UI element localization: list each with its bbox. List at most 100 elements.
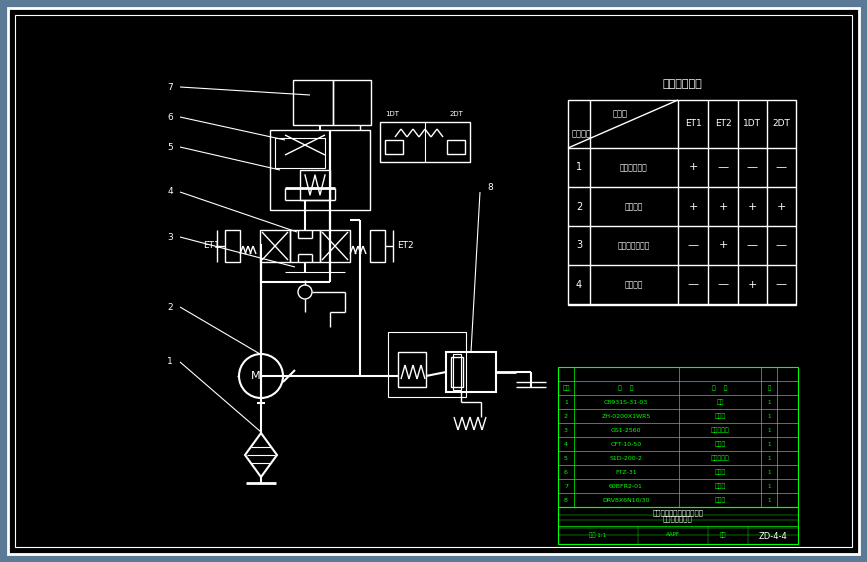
Text: 60BFR2-01: 60BFR2-01 (609, 483, 643, 488)
Bar (568, 100, 796, 305)
Text: 液压系统原理图: 液压系统原理图 (663, 515, 693, 522)
Text: —: — (746, 241, 758, 251)
Text: 3: 3 (576, 241, 582, 251)
Text: 单向达到高限位: 单向达到高限位 (618, 241, 650, 250)
Text: 动作顺序: 动作顺序 (572, 129, 592, 138)
Text: —: — (717, 162, 728, 173)
Text: ZH-0200X1WR5: ZH-0200X1WR5 (602, 414, 650, 419)
Bar (293, 80, 333, 125)
Text: +: + (719, 202, 727, 211)
Text: 油罐管: 油罐管 (714, 497, 726, 503)
Text: 1: 1 (767, 483, 771, 488)
Text: 5: 5 (167, 143, 173, 152)
Bar (385, 140, 403, 154)
Text: 1DT: 1DT (385, 111, 399, 117)
Text: 比例 1:1: 比例 1:1 (590, 532, 607, 537)
Text: 1: 1 (576, 162, 582, 173)
Bar (225, 230, 240, 262)
Text: 1: 1 (767, 400, 771, 405)
Text: 1: 1 (564, 400, 568, 405)
Bar (446, 352, 496, 392)
Text: 8: 8 (487, 183, 492, 192)
Bar (447, 140, 465, 154)
Text: 1: 1 (767, 497, 771, 502)
Text: C8931S-31-03: C8931S-31-03 (604, 400, 649, 405)
Text: —: — (688, 241, 699, 251)
Bar (451, 357, 463, 387)
Text: 1: 1 (167, 357, 173, 366)
Text: 作序号: 作序号 (612, 110, 628, 119)
Text: 2DT: 2DT (772, 120, 790, 129)
Text: GS1-2560: GS1-2560 (610, 428, 642, 433)
Text: 液压罸: 液压罸 (714, 413, 726, 419)
Text: 4: 4 (167, 188, 173, 197)
Text: —: — (775, 162, 786, 173)
Text: AAPF: AAPF (666, 532, 680, 537)
Text: 6: 6 (564, 469, 568, 474)
Text: 7: 7 (167, 83, 173, 92)
Bar (388, 332, 466, 397)
Text: 网履管: 网履管 (714, 469, 726, 475)
Text: 数: 数 (767, 385, 771, 391)
Text: 举升控制销决: 举升控制销决 (620, 163, 648, 172)
Bar (290, 230, 320, 262)
Text: —: — (717, 279, 728, 289)
Text: 2: 2 (576, 202, 582, 211)
Bar (380, 122, 470, 162)
Text: DRV8X6N10/30: DRV8X6N10/30 (603, 497, 649, 502)
Text: 1: 1 (767, 428, 771, 433)
Text: 2DT: 2DT (449, 111, 463, 117)
Text: 7: 7 (564, 483, 568, 488)
Text: 电磁阀动作表: 电磁阀动作表 (662, 79, 702, 89)
Text: ET2: ET2 (714, 120, 731, 129)
Text: 卸载升起: 卸载升起 (625, 202, 643, 211)
Text: 5: 5 (564, 455, 568, 460)
Text: —: — (688, 279, 699, 289)
Bar (453, 354, 461, 390)
Text: 工程: 工程 (720, 532, 727, 537)
Text: S1D-200-2: S1D-200-2 (610, 455, 642, 460)
Text: 1: 1 (767, 442, 771, 446)
Text: ET2: ET2 (397, 242, 414, 251)
Text: 1: 1 (767, 469, 771, 474)
Bar (270, 130, 370, 210)
Text: 4: 4 (564, 442, 568, 446)
Text: 滤压罐: 滤压罐 (714, 483, 726, 489)
Bar (275, 138, 325, 168)
Text: FTZ-31: FTZ-31 (616, 469, 637, 474)
Bar (398, 352, 426, 387)
Text: 4: 4 (576, 279, 582, 289)
Bar (320, 230, 350, 262)
Text: 1DT: 1DT (743, 120, 761, 129)
Text: 件号: 件号 (563, 385, 570, 391)
Bar (300, 170, 330, 200)
Text: +: + (719, 241, 727, 251)
Text: 2: 2 (564, 414, 568, 419)
Text: 油罐: 油罐 (716, 399, 724, 405)
Text: 名    称: 名 称 (713, 385, 727, 391)
Text: +: + (747, 279, 757, 289)
Text: ET1: ET1 (203, 242, 219, 251)
Text: 涡轮流量计: 涡轮流量计 (711, 427, 729, 433)
Bar (558, 507, 798, 544)
Text: +: + (747, 202, 757, 211)
Text: ZD-4-4: ZD-4-4 (759, 532, 787, 541)
Text: 自卸汽车连杆倾斜机构设计: 自卸汽车连杆倾斜机构设计 (653, 509, 703, 516)
Text: 8: 8 (564, 497, 568, 502)
Bar (260, 230, 290, 262)
Text: +: + (688, 162, 698, 173)
Bar (333, 80, 371, 125)
Bar (558, 367, 798, 507)
Text: —: — (775, 279, 786, 289)
Text: —: — (746, 162, 758, 173)
Text: 3: 3 (564, 428, 568, 433)
Text: 6: 6 (167, 112, 173, 121)
Text: 高位停止: 高位停止 (625, 280, 643, 289)
Text: —: — (775, 241, 786, 251)
Text: 单向阀: 单向阀 (714, 441, 726, 447)
Text: 三位控制阀: 三位控制阀 (711, 455, 729, 461)
Text: +: + (776, 202, 786, 211)
Text: CFT-10-50: CFT-10-50 (610, 442, 642, 446)
Text: 2: 2 (167, 302, 173, 311)
Text: M: M (251, 371, 261, 381)
